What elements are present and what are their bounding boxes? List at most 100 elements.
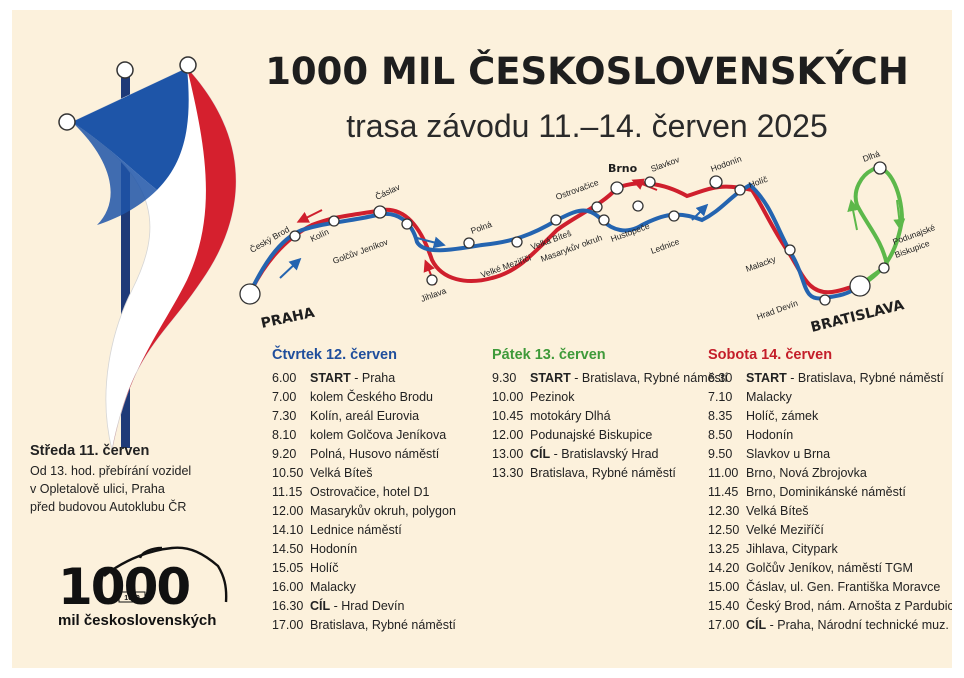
- schedule-description: Bratislava, Rybné náměstí: [310, 616, 456, 635]
- schedule-row: 12.50 Velké Meziříčí: [708, 521, 952, 540]
- schedule-time: 17.00: [272, 618, 304, 632]
- schedule-description: Holíč, zámek: [746, 407, 818, 426]
- schedule-text: Polná, Husovo náměstí: [310, 447, 440, 461]
- schedule-text: - Bratislava, Rybné náměstí: [570, 371, 728, 385]
- schedule-text: Malacky: [746, 390, 792, 404]
- schedule-row: 10.00 Pezinok: [492, 388, 728, 407]
- schedule-row: 10.50 Velká Bíteš: [272, 464, 456, 483]
- schedule-thursday: Čtvrtek 12. červen 6.00 START - Praha 7.00 k…: [272, 347, 456, 635]
- schedule-text: Velká Bíteš: [310, 466, 373, 480]
- schedule-description: Malacky: [310, 578, 356, 597]
- schedule-keyword: START: [310, 371, 351, 385]
- schedule-row: 6.00 START - Praha: [272, 369, 456, 388]
- schedule-row: 15.40 Český Brod, nám. Arnošta z Pardubic: [708, 597, 952, 616]
- logo-text: mil československých: [58, 612, 217, 629]
- schedule-time: 13.00: [492, 447, 524, 461]
- route-map: PRAHA BRATISLAVA Brno Český Brod Kolín Č…: [58, 56, 937, 603]
- schedule-keyword: CÍL: [530, 447, 551, 461]
- schedule-text: Velké Meziříčí: [746, 523, 824, 537]
- schedule-description: Brno, Dominikánské náměstí: [746, 483, 906, 502]
- schedule-time: 12.00: [492, 428, 524, 442]
- schedule-description: kolem Českého Brodu: [310, 388, 433, 407]
- schedule-time: 6.00: [272, 371, 297, 385]
- schedule-row: 8.35 Holíč, zámek: [708, 407, 952, 426]
- schedule-time: 10.00: [492, 390, 524, 404]
- schedule-row: 14.10 Lednice náměstí: [272, 521, 456, 540]
- schedule-text: Kolín, areál Eurovia: [310, 409, 420, 423]
- schedule-time: 7.30: [272, 409, 297, 423]
- wednesday-line: v Opletalově ulici, Praha: [30, 482, 165, 496]
- schedule-row: 15.05 Holíč: [272, 559, 456, 578]
- schedule-row: 14.20 Golčův Jeníkov, náměstí TGM: [708, 559, 952, 578]
- schedule-row: 11.00 Brno, Nová Zbrojovka: [708, 464, 952, 483]
- city-label-brno: Brno: [608, 162, 638, 175]
- map-label-polna: Polná: [469, 219, 493, 236]
- schedule-text: Ostrovačice, hotel D1: [310, 485, 430, 499]
- schedule-row: 13.00 CÍL - Bratislavský Hrad: [492, 445, 728, 464]
- schedule-time: 10.50: [272, 466, 304, 480]
- schedule-time: 17.00: [708, 618, 740, 632]
- schedule-time: 7.00: [272, 390, 297, 404]
- schedule-text: Čáslav, ul. Gen. Františka Moravce: [746, 580, 941, 594]
- schedule-text: Jihlava, Citypark: [746, 542, 838, 556]
- schedule-text: - Bratislava, Rybné náměstí: [786, 371, 944, 385]
- schedule-row: 7.00 kolem Českého Brodu: [272, 388, 456, 407]
- schedule-row: 15.00 Čáslav, ul. Gen. Františka Moravce: [708, 578, 952, 597]
- schedule-row: 17.00 CÍL - Praha, Národní technické muz.: [708, 616, 952, 635]
- schedule-time: 12.50: [708, 523, 740, 537]
- schedule-time: 16.30: [272, 599, 304, 613]
- schedule-text: Bratislava, Rybné náměstí: [530, 466, 676, 480]
- schedule-description: START - Bratislava, Rybné náměstí: [530, 369, 728, 388]
- schedule-row: 12.30 Velká Bíteš: [708, 502, 952, 521]
- schedule-description: Pezinok: [530, 388, 574, 407]
- map-label-jihlava: Jihlava: [419, 285, 448, 304]
- schedule-text: Malacky: [310, 580, 356, 594]
- schedule-description: Malacky: [746, 388, 792, 407]
- schedule-time: 9.30: [492, 371, 517, 385]
- schedule-time: 6.30: [708, 371, 733, 385]
- schedule-text: Slavkov u Brna: [746, 447, 831, 461]
- schedule-row: 8.50 Hodonín: [708, 426, 952, 445]
- schedule-friday: Pátek 13. červen 9.30 START - Bratislava, …: [492, 347, 728, 483]
- schedule-description: Golčův Jeníkov, náměstí TGM: [746, 559, 913, 578]
- schedule-time: 16.00: [272, 580, 304, 594]
- schedule-description: Hodonín: [310, 540, 357, 559]
- schedule-time: 14.10: [272, 523, 304, 537]
- schedule-row: 13.30 Bratislava, Rybné náměstí: [492, 464, 728, 483]
- schedule-time: 9.20: [272, 447, 297, 461]
- route-stops: [239, 161, 890, 306]
- schedule-time: 15.05: [272, 561, 304, 575]
- schedule-text: kolem Golčova Jeníkova: [310, 428, 447, 442]
- schedule-description: Kolín, areál Eurovia: [310, 407, 419, 426]
- schedule-keyword: START: [746, 371, 787, 385]
- schedule-time: 15.40: [708, 599, 740, 613]
- schedule-text: Brno, Dominikánské náměstí: [746, 485, 906, 499]
- schedule-description: Brno, Nová Zbrojovka: [746, 464, 867, 483]
- schedule-row: 9.50 Slavkov u Brna: [708, 445, 952, 464]
- schedule-description: Bratislava, Rybné náměstí: [530, 464, 676, 483]
- schedule-text: Podunajské Biskupice: [530, 428, 653, 442]
- schedule-description: Lednice náměstí: [310, 521, 402, 540]
- schedule-row: 10.45 motokáry Dlhá: [492, 407, 728, 426]
- schedule-description: Slavkov u Brna: [746, 445, 830, 464]
- flag-pole: [121, 72, 130, 448]
- wednesday-title: Středa 11. červen: [30, 443, 150, 459]
- schedule-text: - Bratislavský Hrad: [550, 447, 659, 461]
- map-label-ostrovacice: Ostrovačice: [554, 177, 600, 202]
- logo-plate: [118, 591, 146, 603]
- schedule-text: Hodonín: [746, 428, 794, 442]
- schedule-text: Lednice náměstí: [310, 523, 402, 537]
- schedule-description: kolem Golčova Jeníkova: [310, 426, 446, 445]
- schedule-row: 9.20 Polná, Husovo náměstí: [272, 445, 456, 464]
- schedule-text: Bratislava, Rybné náměstí: [310, 618, 456, 632]
- schedule-description: CÍL - Bratislavský Hrad: [530, 445, 659, 464]
- map-label-hrad-devin: Hrad Devín: [755, 298, 799, 322]
- map-label-velke-mezirici: Velké Meziříčí: [479, 252, 533, 280]
- schedule-description: Velká Bíteš: [310, 464, 373, 483]
- schedule-time: 8.10: [272, 428, 297, 442]
- schedule-row: 16.30 CÍL - Hrad Devín: [272, 597, 456, 616]
- schedule-row: 7.30 Kolín, areál Eurovia: [272, 407, 456, 426]
- schedule-row: 11.45 Brno, Dominikánské náměstí: [708, 483, 952, 502]
- schedule-row: 8.10 kolem Golčova Jeníkova: [272, 426, 456, 445]
- schedule-description: motokáry Dlhá: [530, 407, 611, 426]
